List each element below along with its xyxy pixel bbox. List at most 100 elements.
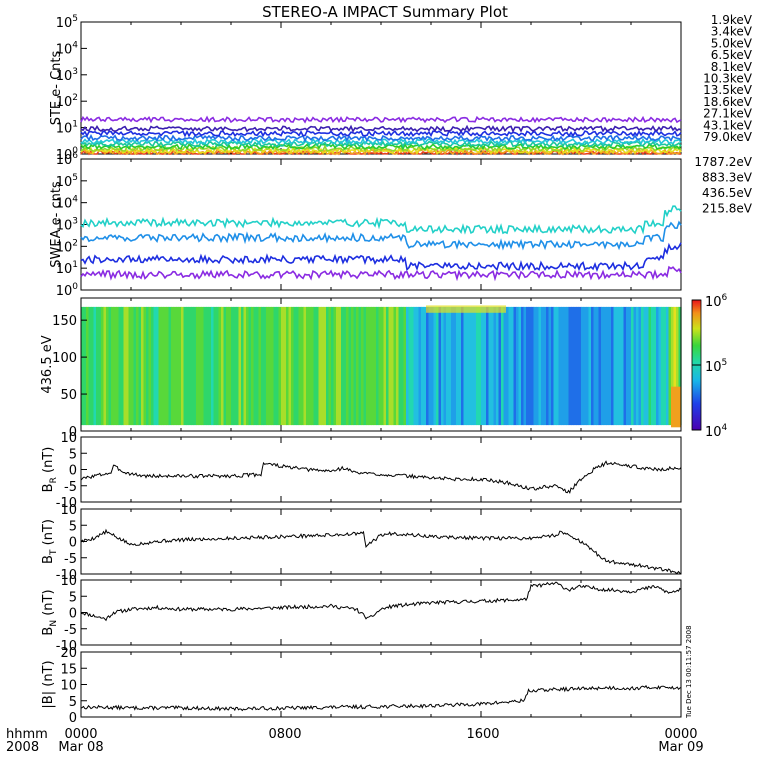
heatmap-cell — [483, 306, 487, 426]
heatmap-cell — [676, 306, 680, 426]
heatmap-cell — [373, 306, 377, 426]
ste-series-line — [80, 144, 682, 153]
bn-ylabel: BN (nT) — [41, 589, 59, 635]
ste-series-line — [80, 129, 682, 138]
heatmap-cell — [256, 306, 260, 426]
heatmap-cell — [103, 306, 107, 426]
pad-ylabel: 436.5 eV — [40, 335, 55, 393]
heatmap-cell — [451, 306, 455, 426]
heatmap-cell — [621, 306, 625, 426]
heatmap-cell — [526, 306, 530, 426]
heatmap-cell — [243, 306, 247, 426]
heatmap-cell — [251, 306, 255, 426]
heatmap-cell — [426, 306, 430, 426]
swea-ytick-label: 106 — [56, 151, 79, 168]
heatmap-cell — [623, 306, 627, 426]
bmag-trace — [80, 684, 682, 712]
heatmap-cell — [333, 306, 337, 426]
heatmap-cell — [411, 306, 415, 426]
heatmap-cell — [438, 306, 442, 426]
heatmap-cell — [513, 306, 517, 426]
heatmap-cell — [81, 306, 85, 426]
pad-ytick-label: 50 — [60, 388, 77, 403]
ste-ytick-label: 104 — [56, 40, 79, 57]
heatmap-cell — [148, 306, 152, 426]
heatmap-cell — [178, 306, 182, 426]
heatmap-cell — [128, 306, 132, 426]
heatmap-cell — [593, 306, 597, 426]
heatmap-cell — [458, 306, 462, 426]
heatmap-cell — [226, 306, 230, 426]
heatmap-cell — [601, 306, 605, 426]
heatmap-cell — [216, 306, 220, 426]
time-tick-3-hhmm: 0000 — [664, 727, 697, 742]
heatmap-cell — [478, 306, 482, 426]
bt-ytick-label: -5 — [64, 552, 77, 567]
heatmap-cell — [136, 306, 140, 426]
heatmap-cell — [568, 306, 572, 426]
heatmap-cell — [348, 306, 352, 426]
heatmap-cell — [338, 306, 342, 426]
bt-ytick-label: 5 — [69, 519, 77, 534]
heatmap-cell — [493, 306, 497, 426]
bn-ytick-label: 5 — [69, 590, 77, 605]
ste-legend-entry: 3.4keV — [711, 25, 753, 39]
swea-ytick-label: 102 — [56, 238, 78, 255]
heatmap-cell — [191, 306, 195, 426]
heatmap-cell — [371, 306, 375, 426]
heatmap-cell — [361, 306, 365, 426]
ste-legend-entry: 10.3keV — [703, 72, 753, 86]
heatmap-cell — [408, 306, 412, 426]
ste-ytick-label: 100 — [56, 146, 79, 163]
heatmap-cell — [591, 306, 595, 426]
heatmap-cell — [301, 306, 305, 426]
heatmap-cell — [556, 306, 560, 426]
ste-legend-entry: 18.6keV — [703, 95, 753, 109]
heatmap-cell — [296, 306, 300, 426]
heatmap-cell — [193, 306, 197, 426]
heatmap-cell — [108, 306, 112, 426]
bn-ytick-label: 0 — [69, 607, 77, 622]
heatmap-cell — [521, 306, 525, 426]
plot-title: STEREO-A IMPACT Summary Plot — [262, 3, 508, 21]
heatmap-cell — [358, 306, 362, 426]
heatmap-cell — [153, 306, 157, 426]
swea-ytick-label: 101 — [56, 260, 78, 277]
heatmap-cell — [656, 306, 660, 426]
heatmap-cell — [536, 306, 540, 426]
heatmap-cell — [541, 306, 545, 426]
ste-legend-entry: 5.0keV — [711, 36, 753, 50]
heatmap-cell — [423, 306, 427, 426]
heatmap-cell — [598, 306, 602, 426]
heatmap-cell — [486, 306, 490, 426]
heatmap-cell — [138, 306, 142, 426]
swea-series-line — [80, 265, 682, 282]
heatmap-cell — [653, 306, 657, 426]
heatmap-cell — [378, 306, 382, 426]
heatmap-cell — [366, 306, 370, 426]
heatmap-cell — [156, 306, 160, 426]
heatmap-cell — [396, 306, 400, 426]
pad-ytick-label: 0 — [69, 425, 77, 440]
heatmap-cell — [173, 306, 177, 426]
heatmap-cell — [398, 306, 402, 426]
heatmap-cell — [511, 306, 515, 426]
bn-frame — [80, 579, 682, 646]
heatmap-cell — [576, 306, 580, 426]
heatmap-cell — [668, 306, 672, 426]
heatmap-cell — [368, 306, 372, 426]
heatmap-cell — [258, 306, 262, 426]
heatmap-cell — [346, 306, 350, 426]
heatmap-cell — [168, 306, 172, 426]
heatmap-cell — [93, 306, 97, 426]
heatmap-cell — [316, 306, 320, 426]
br-ytick-label: 5 — [69, 447, 77, 462]
ste-legend-entry: 8.1keV — [711, 60, 753, 74]
bmag-ytick-label: 5 — [69, 695, 77, 710]
ste-ytick-label: 102 — [56, 93, 78, 110]
heatmap-cell — [141, 306, 145, 426]
heatmap-cell — [426, 305, 506, 313]
heatmap-cell — [481, 306, 485, 426]
